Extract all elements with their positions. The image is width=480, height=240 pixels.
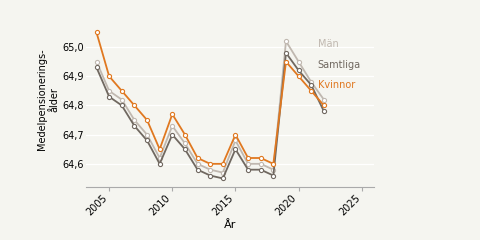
Text: Män: Män: [318, 39, 338, 49]
Y-axis label: Medelpensionerings-
ålder: Medelpensionerings- ålder: [37, 49, 59, 150]
Text: Kvinnor: Kvinnor: [318, 80, 355, 90]
X-axis label: År: År: [224, 220, 237, 230]
Text: Samtliga: Samtliga: [318, 60, 360, 70]
